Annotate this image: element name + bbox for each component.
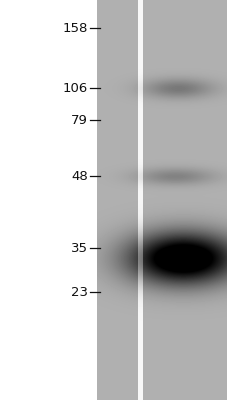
Text: 106: 106 bbox=[62, 82, 88, 94]
Text: 23: 23 bbox=[71, 286, 88, 298]
Text: 79: 79 bbox=[71, 114, 88, 126]
Text: 35: 35 bbox=[71, 242, 88, 254]
Bar bbox=[0, 0, 96, 400]
Text: 158: 158 bbox=[62, 22, 88, 34]
Text: 48: 48 bbox=[71, 170, 88, 182]
